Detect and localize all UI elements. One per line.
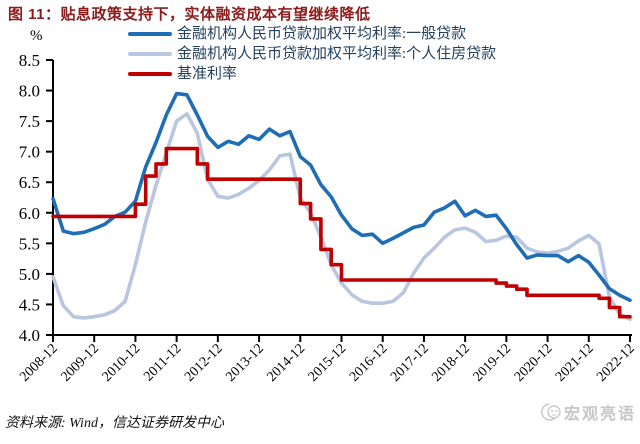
y-tick-label: 7.0 [19, 143, 40, 162]
x-tick-label: 2021-12 [553, 341, 597, 385]
y-tick-label: 6.5 [19, 173, 40, 192]
x-tick-label: 2018-12 [429, 341, 473, 385]
y-tick-label: 8.0 [19, 82, 40, 101]
housing-loan-rate-line [51, 112, 632, 321]
x-tick-label: 2015-12 [306, 341, 350, 385]
x-tick-label: 2014-12 [265, 341, 309, 385]
legend-item-general-loan: 金融机构人民币贷款加权平均利率:一般贷款 [128, 24, 496, 44]
x-tick-label: 2013-12 [223, 341, 267, 385]
legend-item-benchmark-rate: 基准利率 [128, 64, 496, 84]
x-tick-label: 2009-12 [58, 341, 102, 385]
x-tick-label: 2019-12 [471, 341, 515, 385]
y-axis-unit-label: % [30, 28, 43, 44]
y-tick-label: 7.5 [19, 112, 40, 131]
y-tick-label: 6.0 [19, 204, 40, 223]
x-tick-label: 2008-12 [17, 341, 61, 385]
benchmark-line-swatch [128, 72, 172, 76]
y-tick-label: 8.5 [19, 51, 40, 70]
chart-title: 图 11：贴息政策支持下，实体融资成本有望继续降低 [8, 6, 371, 23]
x-tick-label: 2020-12 [512, 341, 556, 385]
legend-item-housing-loan: 金融机构人民币贷款加权平均利率:个人住房贷款 [128, 44, 496, 64]
watermark: 宏观亮语 [540, 400, 636, 424]
general-loan-line-swatch [128, 32, 172, 36]
legend: 金融机构人民币贷款加权平均利率:一般贷款 金融机构人民币贷款加权平均利率:个人住… [128, 24, 496, 84]
macro-voice-logo-icon [540, 403, 561, 421]
x-tick-label: 2017-12 [388, 341, 432, 385]
x-tick-label: 2011-12 [141, 341, 184, 384]
x-tick-label: 2022-12 [594, 341, 638, 385]
source-note: 资料来源: Wind，信达证券研发中心 [5, 416, 224, 431]
housing-loan-line-swatch [128, 52, 172, 56]
benchmark-rate-line [51, 146, 632, 319]
general-loan-rate-line [51, 91, 632, 302]
x-tick-label: 2012-12 [182, 341, 226, 385]
legend-label-general-loan: 金融机构人民币贷款加权平均利率:一般贷款 [177, 26, 467, 42]
watermark-text: 宏观亮语 [563, 406, 636, 423]
y-tick-label: 5.5 [19, 234, 40, 253]
x-tick-label: 2010-12 [100, 341, 144, 385]
legend-label-benchmark-rate: 基准利率 [177, 66, 238, 82]
y-tick-label: 4.0 [19, 326, 40, 345]
x-tick-label: 2016-12 [347, 341, 391, 385]
legend-label-housing-loan: 金融机构人民币贷款加权平均利率:个人住房贷款 [177, 46, 497, 62]
y-tick-label: 5.0 [19, 265, 40, 284]
y-tick-label: 4.5 [19, 295, 40, 314]
